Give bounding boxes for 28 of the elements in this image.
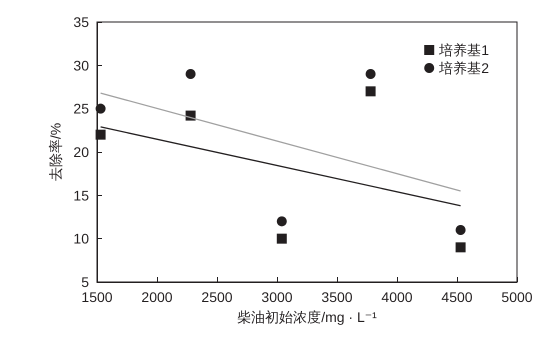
y-tick-label: 10 xyxy=(73,230,90,247)
y-tick-label: 20 xyxy=(73,144,90,160)
y-tick-label: 25 xyxy=(73,100,90,117)
x-tick-label: 4000 xyxy=(381,289,413,305)
x-axis-title: 柴油初始浓度/mg · L⁻¹ xyxy=(237,309,378,325)
x-tick-label: 2500 xyxy=(201,289,233,305)
y-tick-label: 15 xyxy=(73,187,90,204)
y-tick-label: 5 xyxy=(81,274,90,290)
point xyxy=(366,86,376,96)
point xyxy=(96,104,106,114)
point xyxy=(186,69,196,79)
x-tick-label: 2000 xyxy=(141,289,173,305)
y-tick-label: 35 xyxy=(73,14,90,30)
x-tick-label: 1500 xyxy=(81,289,113,305)
point xyxy=(456,225,466,235)
point xyxy=(456,242,466,252)
x-tick-label: 5000 xyxy=(501,289,533,305)
y-tick-label: 30 xyxy=(73,57,90,74)
legend-label: 培养基2 xyxy=(438,60,490,76)
x-tick-label: 4500 xyxy=(441,289,473,305)
point xyxy=(276,216,287,226)
legend-label: 培养基1 xyxy=(438,42,490,58)
x-tick-label: 3500 xyxy=(321,289,353,305)
x-tick-label: 3000 xyxy=(261,289,293,305)
point xyxy=(276,234,287,244)
point xyxy=(96,130,106,140)
point xyxy=(366,69,376,79)
y-axis-title: 去除率/% xyxy=(48,122,64,182)
